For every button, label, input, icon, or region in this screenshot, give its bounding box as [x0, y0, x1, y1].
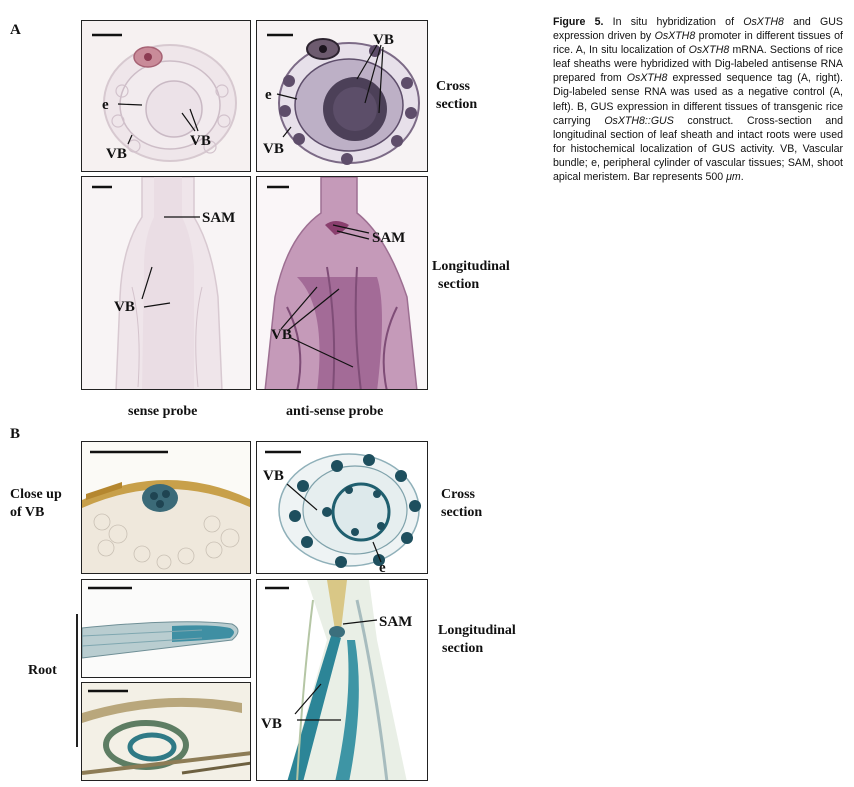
a-row2-label-line2: section	[438, 277, 480, 292]
a-sense-cross-section-image: e VB VB	[81, 20, 251, 172]
a-sense-longitudinal-image: SAM VB	[81, 176, 251, 390]
b-root-image-1	[81, 579, 251, 678]
caption-gene1: OsXTH8	[743, 16, 784, 28]
panel-b-letter: B	[10, 426, 21, 442]
caption-figure-label: Figure 5.	[553, 16, 604, 28]
figure-caption: Figure 5. In situ hybridization of OsXTH…	[553, 15, 843, 184]
caption-gene4: OsXTH8	[626, 72, 668, 85]
a-sense-vb-label-2: VB	[106, 146, 127, 162]
b-close-up-line2: of VB	[10, 505, 45, 520]
b-close-up-label: Close up of VB	[10, 486, 62, 522]
a-antisense-vb-label-1: VB	[373, 32, 394, 48]
b-root-bracket	[76, 614, 78, 747]
a-antisense-longitudinal-image: SAM VB	[256, 176, 428, 390]
b-root-label: Root	[28, 663, 57, 678]
caption-seg1: In situ hybridization of	[603, 16, 744, 28]
a-sense-probe-label: sense probe	[128, 404, 198, 419]
b-longitudinal-image: SAM VB	[256, 579, 428, 781]
b-cross-e-label: e	[379, 560, 386, 574]
panel-a-letter: A	[10, 22, 21, 38]
a-antisense-vb-label-2: VB	[263, 141, 284, 157]
caption-unit: μm	[726, 171, 741, 184]
b-close-up-vb-image	[81, 441, 251, 574]
a-row2-label-line1: Longitudinal	[432, 259, 510, 274]
a-antisense-long-vb-label: VB	[271, 327, 292, 343]
caption-gene2: OsXTH8	[654, 30, 696, 43]
a-row1-label: Cross section	[436, 78, 477, 114]
a-sense-vb-label-1: VB	[190, 133, 211, 149]
caption-gene5: OsXTH8::GUS	[604, 114, 674, 127]
b-row2-label-line2: section	[442, 641, 484, 656]
b-close-up-line1: Close up	[10, 487, 62, 502]
b-long-vb-label: VB	[261, 716, 282, 732]
caption-seg4: mRNA. Sections of rice leaf sheaths were…	[553, 44, 843, 85]
b-root-image-2	[81, 682, 251, 781]
a-sense-long-vb-label: VB	[114, 299, 135, 315]
caption-seg5: expressed sequence tag (A, right). Dig-l…	[553, 72, 844, 127]
caption-seg7: .	[740, 171, 744, 184]
a-antisense-probe-label: anti-sense probe	[286, 404, 384, 419]
a-antisense-sam-label: SAM	[372, 230, 405, 246]
b-row1-label-line1: Cross	[441, 487, 475, 502]
a-antisense-cross-section-image: e VB VB	[256, 20, 428, 172]
b-row2-label-line1: Longitudinal	[438, 623, 516, 638]
caption-seg3: promoter in different tissues of rice. A…	[553, 30, 843, 57]
a-sense-sam-label: SAM	[202, 210, 235, 226]
a-antisense-e-label: e	[265, 87, 272, 103]
a-row1-label-line2: section	[436, 97, 478, 112]
caption-gene3: OsXTH8	[688, 44, 730, 57]
b-row1-label: Cross section	[441, 486, 482, 522]
b-row2-label: Longitudinal section	[438, 622, 516, 658]
a-sense-e-label: e	[102, 97, 109, 113]
b-row1-label-line2: section	[441, 505, 483, 520]
caption-seg6: construct. Cross-section and longitudina…	[553, 114, 844, 184]
a-row2-label: Longitudinal section	[432, 258, 510, 294]
b-cross-vb-label: VB	[263, 468, 284, 484]
b-cross-section-image: VB e	[256, 441, 428, 574]
b-long-sam-label: SAM	[379, 614, 412, 630]
a-row1-label-line1: Cross	[436, 79, 470, 94]
caption-seg2: and GUS expression driven by	[553, 16, 843, 43]
